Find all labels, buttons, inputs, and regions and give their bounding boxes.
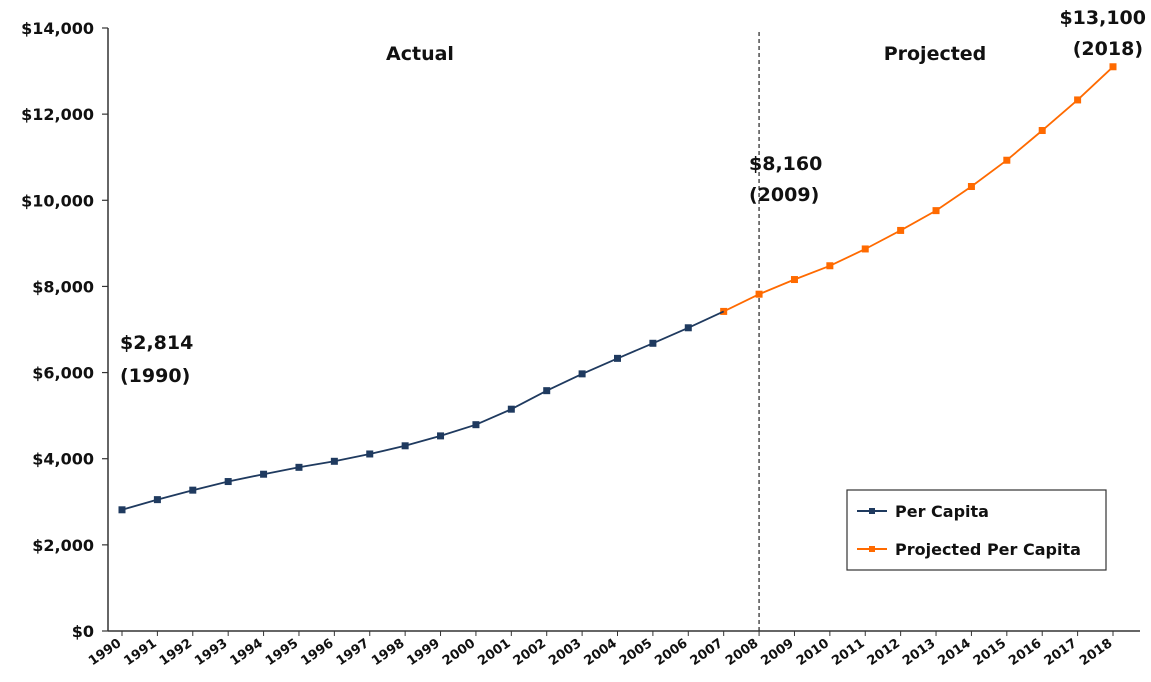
x-tick-label: 1996 (298, 636, 336, 669)
data-point (330, 457, 338, 465)
x-tick-label: 2001 (475, 636, 513, 669)
data-point (224, 478, 232, 486)
x-tick-label: 1997 (334, 636, 372, 669)
legend-item-projected-per-capita: Projected Per Capita (857, 540, 1081, 559)
data-point (614, 354, 621, 362)
legend-label-per-capita: Per Capita (895, 502, 989, 521)
data-point (897, 226, 905, 234)
x-tick-label: 2009 (759, 636, 797, 669)
data-point (967, 183, 975, 191)
series-projected-per-capita (720, 63, 1117, 315)
data-point (260, 470, 268, 478)
y-tick-label: $4,000 (32, 450, 94, 469)
data-point (118, 506, 126, 514)
x-tick-label: 1992 (157, 636, 195, 669)
x-tick-label: 2007 (688, 636, 726, 669)
legend-swatch-marker-projected (869, 546, 875, 552)
annotation-2018: $13,100 (2018) (1059, 7, 1146, 60)
legend-label-projected-per-capita: Projected Per Capita (895, 540, 1081, 559)
annotation-2018-year: (2018) (1073, 38, 1143, 60)
data-point (401, 442, 409, 450)
data-point (507, 405, 515, 413)
x-tick-label: 2002 (511, 636, 549, 669)
legend-item-per-capita: Per Capita (857, 502, 989, 521)
data-point (472, 421, 480, 429)
y-tick-label: $14,000 (21, 19, 94, 38)
x-tick-label: 2011 (829, 636, 867, 669)
data-point (1003, 156, 1011, 164)
annotation-2009-year: (2009) (749, 184, 819, 206)
y-tick-label: $10,000 (21, 191, 94, 210)
x-tick-label: 1998 (369, 636, 407, 669)
x-tick-label: 2008 (723, 636, 761, 669)
x-tick-label: 2004 (582, 636, 620, 669)
x-tick-label: 2005 (617, 636, 655, 669)
x-tick-label: 1999 (405, 636, 443, 669)
x-tick-label: 2015 (971, 636, 1009, 669)
series-line (121, 310, 725, 511)
data-point (861, 245, 869, 253)
legend: Per Capita Projected Per Capita (846, 489, 1107, 571)
annotation-2009-value: $8,160 (749, 153, 822, 175)
legend-box (846, 489, 1107, 571)
x-tick-label: 1993 (192, 636, 230, 669)
x-tick-label: 1991 (121, 636, 159, 669)
data-point (790, 276, 798, 284)
data-point (295, 463, 303, 471)
x-tick-label: 2000 (440, 636, 478, 669)
data-point (189, 486, 197, 494)
y-tick-label: $12,000 (21, 105, 94, 124)
x-tick-label: 2016 (1006, 636, 1044, 669)
x-tick-label: 2018 (1077, 636, 1115, 669)
annotation-1990-value: $2,814 (120, 332, 193, 354)
legend-swatch-marker-per-capita (869, 508, 875, 514)
data-point (932, 207, 940, 215)
series-per-capita (118, 310, 725, 514)
data-point (1109, 63, 1117, 71)
series-layer (118, 63, 1117, 514)
x-ticks: 1990199119921993199419951996199719981999… (86, 631, 1115, 669)
data-point (437, 432, 445, 440)
region-label-actual: Actual (386, 43, 454, 65)
data-point (1038, 127, 1046, 135)
y-tick-label: $0 (72, 622, 94, 641)
data-point (826, 262, 834, 270)
data-point (543, 387, 551, 395)
data-point (578, 370, 586, 378)
series-line (723, 66, 1114, 313)
x-tick-label: 2010 (794, 636, 832, 669)
data-point (153, 496, 161, 504)
annotation-2009: $8,160 (2009) (749, 153, 822, 206)
annotation-2018-value: $13,100 (1059, 7, 1146, 29)
region-label-projected: Projected (884, 43, 987, 65)
x-tick-label: 2006 (652, 636, 690, 669)
data-point (366, 450, 374, 458)
x-tick-label: 2014 (935, 636, 973, 669)
y-tick-label: $8,000 (32, 277, 94, 296)
annotation-1990-year: (1990) (120, 365, 190, 387)
data-point (755, 290, 763, 298)
y-tick-label: $6,000 (32, 364, 94, 383)
data-point (1074, 96, 1082, 104)
data-point (684, 324, 692, 332)
x-tick-label: 2012 (865, 636, 903, 669)
x-tick-label: 2017 (1042, 636, 1080, 669)
x-tick-label: 1995 (263, 636, 301, 669)
data-point (649, 339, 657, 347)
x-tick-label: 2013 (900, 636, 938, 669)
annotation-1990: $2,814 (1990) (120, 332, 193, 387)
y-ticks: $0 $2,000 $4,000 $6,000 $8,000 $10,000 $12,000… (21, 19, 108, 641)
x-tick-label: 1994 (228, 636, 266, 669)
axes (107, 28, 1140, 632)
y-tick-label: $2,000 (32, 536, 94, 555)
x-tick-label: 2003 (546, 636, 584, 669)
